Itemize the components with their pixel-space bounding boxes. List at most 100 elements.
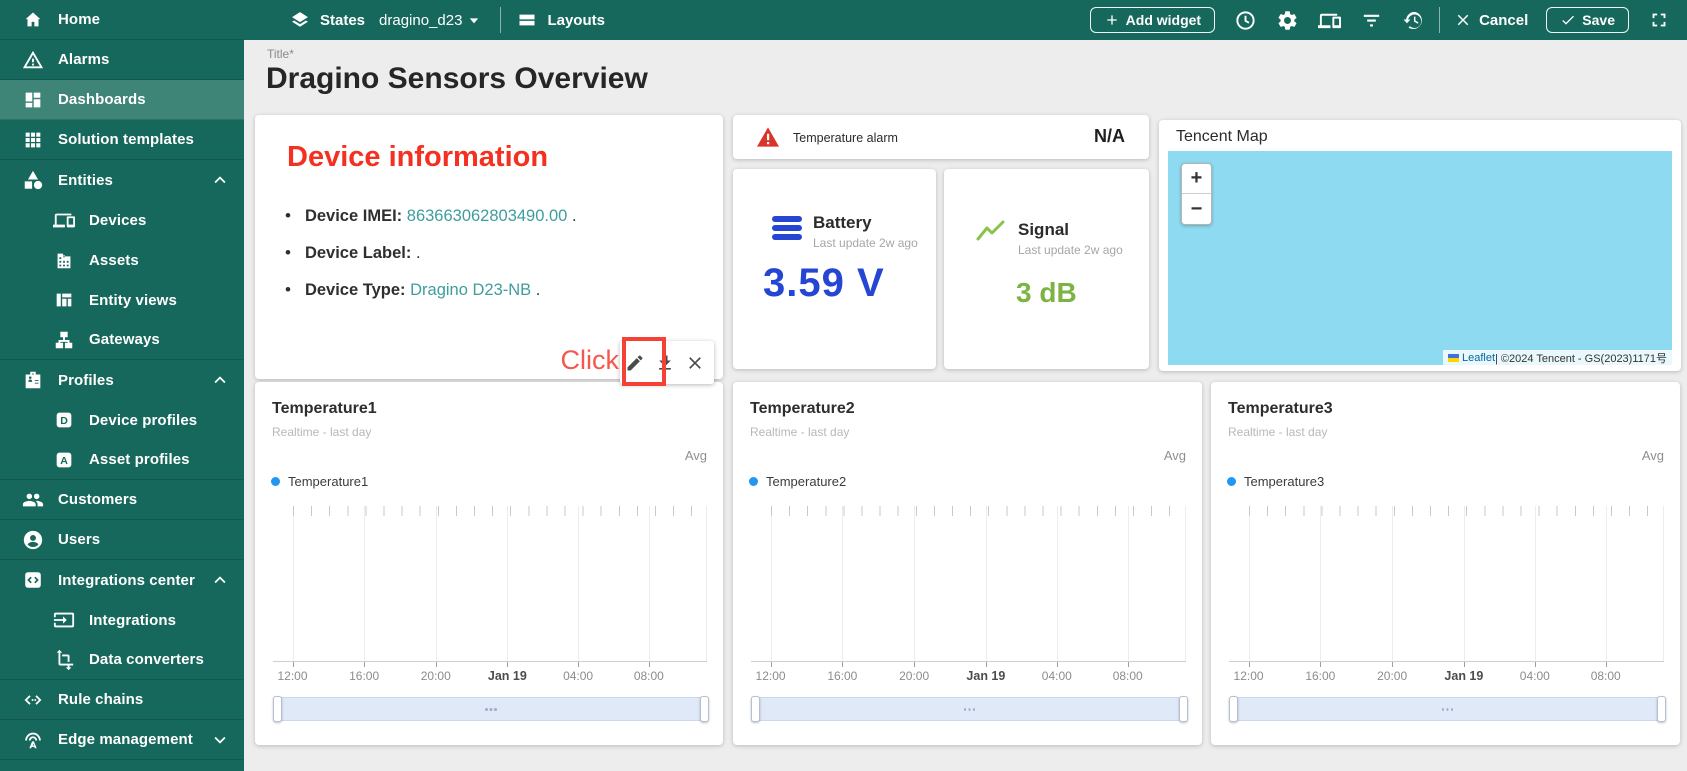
chevron-up-icon[interactable] [209, 169, 231, 191]
battery-bars-icon [772, 216, 802, 243]
sidebar-item-users[interactable]: Users [0, 520, 244, 560]
sidebar-item-asset-profiles[interactable]: A Asset profiles [0, 440, 244, 480]
entity-aliases-icon[interactable] [1317, 8, 1341, 32]
dashboard-title-input[interactable]: Dragino Sensors Overview [266, 62, 648, 95]
layouts-button[interactable]: Layouts [547, 11, 605, 29]
add-widget-button[interactable]: Add widget [1089, 7, 1216, 33]
chevron-up-icon[interactable] [209, 569, 231, 591]
x-axis-labels: 12:00 16:00 20:00 Jan 19 04:00 08:00 [755, 669, 1143, 683]
list-item: Device IMEI: 863663062803490.00 . [285, 205, 703, 227]
filter-icon[interactable] [1359, 8, 1383, 32]
rule-chains-icon [21, 688, 45, 712]
chart-subtitle: Realtime - last day [750, 425, 850, 439]
sidebar-item-assets[interactable]: Assets [0, 240, 244, 280]
svg-text:D: D [60, 415, 68, 427]
legend-dot [1227, 477, 1236, 486]
sidebar-item-integrations[interactable]: Integrations [0, 600, 244, 640]
asset-profiles-icon: A [52, 448, 76, 472]
sidebar-item-solution-templates[interactable]: Solution templates [0, 120, 244, 160]
time-range-scrollbar[interactable] [1229, 696, 1666, 722]
scrollbar-grip[interactable] [1441, 708, 1444, 711]
chart-title: Temperature2 [750, 400, 855, 417]
state-selector[interactable]: dragino_d23 [379, 11, 463, 29]
download-icon[interactable] [650, 351, 680, 375]
chart-legend[interactable]: Temperature2 [749, 474, 846, 489]
remove-widget-icon[interactable] [680, 351, 710, 375]
caret-down-icon[interactable] [462, 8, 486, 32]
chart-legend[interactable]: Temperature3 [1227, 474, 1324, 489]
chart-plot-area [751, 506, 1186, 667]
sidebar-item-home[interactable]: Home [0, 0, 244, 40]
alarms-icon [21, 48, 45, 72]
alarm-value: N/A [1094, 126, 1125, 146]
battery-widget: Battery Last update 2w ago 3.59 V [733, 169, 936, 369]
map-canvas[interactable]: + − Leaflet | ©2024 Tencent - GS(2023)11… [1168, 151, 1672, 365]
assets-icon [52, 248, 76, 272]
home-icon [21, 8, 45, 32]
device-info-heading: Device information [287, 141, 549, 173]
version-history-icon[interactable] [1401, 8, 1425, 32]
time-range-scrollbar[interactable] [751, 696, 1188, 722]
dashboards-icon [21, 88, 45, 112]
chevron-down-icon[interactable] [209, 729, 231, 751]
battery-title: Battery [813, 213, 872, 232]
scrollbar-right-handle[interactable] [700, 696, 709, 722]
chevron-up-icon[interactable] [209, 369, 231, 391]
sidebar-item-gateways[interactable]: Gateways [0, 320, 244, 360]
scrollbar-grip[interactable] [963, 708, 966, 711]
temperature1-chart-widget: Temperature1 Realtime - last day Avg Tem… [255, 382, 723, 745]
device-info-list: Device IMEI: 863663062803490.00 . Device… [285, 205, 703, 316]
sidebar-item-dashboards[interactable]: Dashboards [0, 80, 244, 120]
sidebar-item-entities[interactable]: Entities [0, 160, 244, 200]
zoom-out-button[interactable]: − [1190, 197, 1203, 220]
leaflet-link[interactable]: Leaflet [1461, 351, 1495, 364]
cancel-button[interactable]: Cancel [1454, 11, 1528, 29]
sidebar-item-profiles[interactable]: Profiles [0, 360, 244, 400]
entities-icon [21, 168, 45, 192]
axis-minor-ticks [292, 506, 707, 516]
temperature-alarm-widget: Temperature alarm N/A [733, 115, 1149, 159]
fullscreen-icon[interactable] [1647, 8, 1671, 32]
sidebar-item-integrations-center[interactable]: Integrations center [0, 560, 244, 600]
scrollbar-left-handle[interactable] [1229, 696, 1238, 722]
battery-value: 3.59 V [763, 261, 885, 305]
devices-icon [52, 208, 76, 232]
legend-dot [749, 477, 758, 486]
scrollbar-left-handle[interactable] [751, 696, 760, 722]
sidebar-item-rule-chains[interactable]: Rule chains [0, 680, 244, 720]
chart-legend[interactable]: Temperature1 [271, 474, 368, 489]
map-attribution: Leaflet | ©2024 Tencent - GS(2023)1171号 [1442, 350, 1672, 365]
chart-plot-area [1229, 506, 1664, 667]
sidebar-item-alarms[interactable]: Alarms [0, 40, 244, 80]
sidebar-item-entity-views[interactable]: Entity views [0, 280, 244, 320]
annotation-click-label: Click [560, 345, 620, 375]
layouts-icon [515, 8, 539, 32]
device-type-value: Dragino D23-NB [410, 281, 532, 299]
sidebar-item-devices[interactable]: Devices [0, 200, 244, 240]
scrollbar-left-handle[interactable] [273, 696, 282, 722]
sidebar-item-edge-management[interactable]: Edge management [0, 720, 244, 760]
device-profiles-icon: D [52, 408, 76, 432]
entity-views-icon [52, 288, 76, 312]
scrollbar-right-handle[interactable] [1179, 696, 1188, 722]
x-axis-labels: 12:00 16:00 20:00 Jan 19 04:00 08:00 [1233, 669, 1621, 683]
scrollbar-right-handle[interactable] [1657, 696, 1666, 722]
sidebar-item-customers[interactable]: Customers [0, 480, 244, 520]
time-window-icon[interactable] [1233, 8, 1257, 32]
sidebar-item-data-converters[interactable]: Data converters [0, 640, 244, 680]
sidebar-item-device-profiles[interactable]: D Device profiles [0, 400, 244, 440]
map-title: Tencent Map [1176, 128, 1268, 145]
states-label: States [320, 11, 366, 29]
settings-gear-icon[interactable] [1275, 8, 1299, 32]
signal-trend-icon [976, 219, 1006, 243]
edit-pencil-icon[interactable] [620, 351, 650, 375]
temperature3-chart-widget: Temperature3 Realtime - last day Avg Tem… [1211, 382, 1680, 745]
save-button[interactable]: Save [1546, 7, 1629, 33]
axis-minor-ticks [770, 506, 1186, 516]
sidebar-nav: Home Alarms Dashboards Solution template… [0, 0, 244, 771]
scrollbar-grip[interactable] [485, 708, 488, 711]
zoom-in-button[interactable]: + [1182, 164, 1211, 194]
svg-text:A: A [60, 454, 68, 466]
time-range-scrollbar[interactable] [273, 696, 709, 722]
